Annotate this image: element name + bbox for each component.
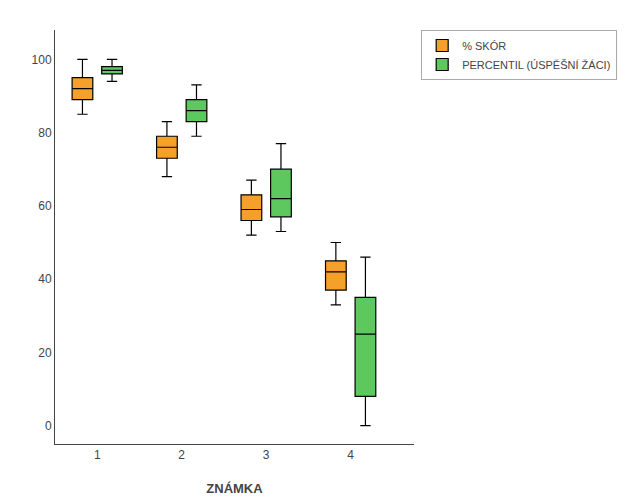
svg-text:PERCENTIL (ÚSPĚŠNÍ ŽÁCI): PERCENTIL (ÚSPĚŠNÍ ŽÁCI) [462,59,610,71]
svg-text:80: 80 [38,126,52,140]
svg-text:% SKÓR: % SKÓR [462,40,506,52]
svg-text:100: 100 [32,53,52,67]
svg-text:60: 60 [38,199,52,213]
svg-text:4: 4 [347,448,354,462]
svg-text:2: 2 [178,448,185,462]
svg-text:40: 40 [38,272,52,286]
svg-text:ZNÁMKA: ZNÁMKA [206,481,263,496]
svg-text:3: 3 [263,448,270,462]
svg-text:20: 20 [38,346,52,360]
svg-text:0: 0 [45,419,52,433]
svg-text:1: 1 [94,448,101,462]
